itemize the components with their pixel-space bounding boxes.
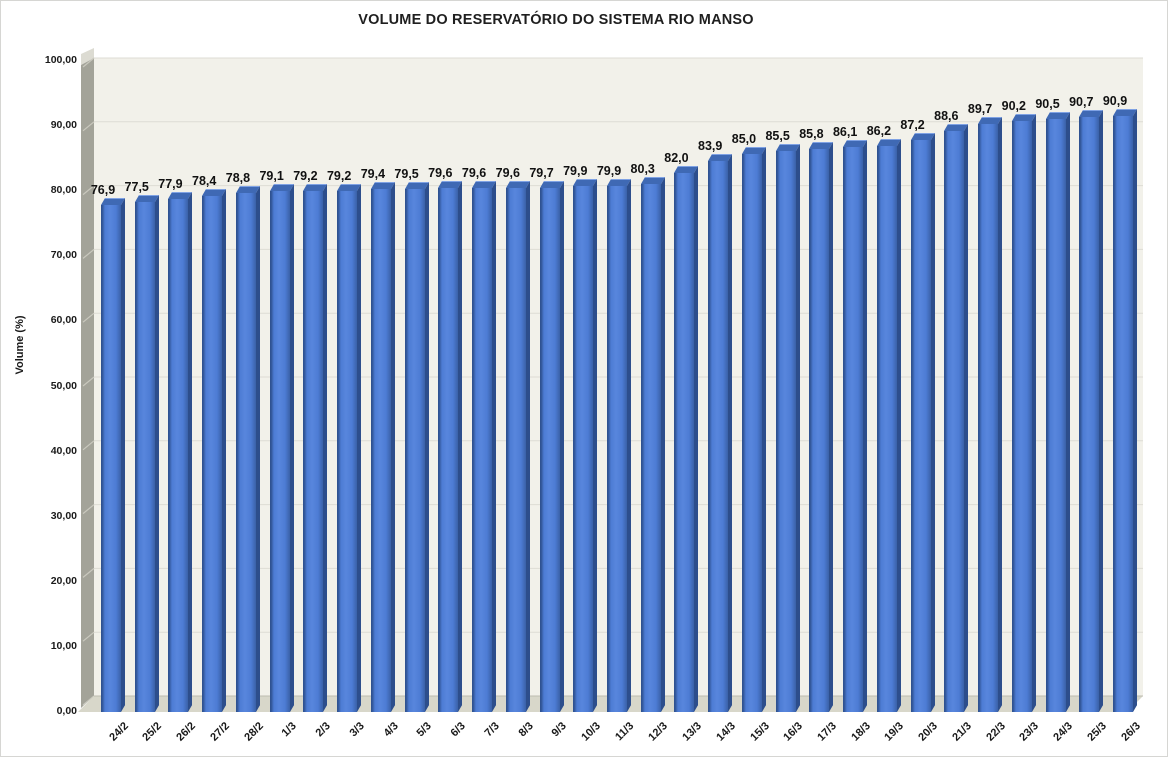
bar-column xyxy=(202,195,223,712)
bar-value-label: 77,5 xyxy=(124,179,149,194)
bar-value-label: 79,6 xyxy=(461,166,487,181)
bar-column xyxy=(101,205,121,712)
bar-column xyxy=(404,188,425,712)
wall-tick xyxy=(82,376,95,387)
bar-column xyxy=(876,146,897,712)
bar-value-label: 76,9 xyxy=(90,183,116,198)
wall-tick xyxy=(82,312,95,323)
wall-tick xyxy=(82,57,95,68)
bar-column xyxy=(472,188,493,712)
y-tick-label: 20,00 xyxy=(50,574,77,587)
bar-value-label: 79,9 xyxy=(563,164,588,179)
bar-value-label: 85,8 xyxy=(799,126,824,141)
bar-value-label: 78,8 xyxy=(225,171,251,186)
bar-value-label: 83,9 xyxy=(698,138,723,153)
wall-tick xyxy=(82,567,95,578)
bar-column xyxy=(775,150,796,712)
bar-column xyxy=(269,191,290,712)
y-tick-label: 0,00 xyxy=(56,705,77,717)
y-tick-label: 80,00 xyxy=(50,184,77,197)
bar-value-label: 87,2 xyxy=(900,117,925,132)
bar-value-label: 82,0 xyxy=(664,150,689,165)
bar-column xyxy=(674,172,695,712)
bar-value-label: 78,4 xyxy=(192,173,217,188)
y-tick-label: 100,00 xyxy=(44,54,77,66)
bar-value-label: 90,5 xyxy=(1035,96,1060,111)
bar-value-label: 79,4 xyxy=(360,167,386,182)
bar-value-label: 80,3 xyxy=(630,161,655,176)
bar-value-label: 89,7 xyxy=(967,101,993,116)
bar-column xyxy=(1011,120,1032,712)
y-tick-label: 70,00 xyxy=(50,249,77,262)
y-tick-label: 50,00 xyxy=(50,379,77,392)
bar-column xyxy=(607,186,627,712)
bar-column xyxy=(1113,116,1133,712)
bar-value-label: 88,6 xyxy=(934,108,959,123)
bar-column xyxy=(539,187,560,712)
bar-value-label: 86,2 xyxy=(866,124,892,139)
y-tick-label: 60,00 xyxy=(50,314,77,327)
bar-value-label: 79,2 xyxy=(326,168,352,183)
wall-tick xyxy=(82,504,95,515)
bar-column xyxy=(944,130,965,712)
bar-column xyxy=(303,190,324,712)
y-tick-label: 30,00 xyxy=(50,509,77,522)
bar-column xyxy=(741,153,762,712)
wall-tick xyxy=(82,185,95,196)
bar-value-label: 79,9 xyxy=(596,164,622,179)
bar-value-label: 79,7 xyxy=(529,165,554,180)
bar-column xyxy=(708,160,729,712)
bar-column xyxy=(843,146,864,712)
wall-tick xyxy=(82,631,95,642)
bar-column xyxy=(978,123,999,712)
bar-column xyxy=(573,186,594,712)
wall-tick xyxy=(82,695,95,706)
bar-value-label: 79,6 xyxy=(428,166,453,181)
bar-value-label: 90,2 xyxy=(1001,98,1026,113)
bar-column xyxy=(1045,118,1066,712)
bar-value-label: 79,1 xyxy=(259,169,284,184)
bar-column xyxy=(134,201,155,712)
bar-value-label: 77,9 xyxy=(158,176,183,191)
bar-column xyxy=(337,190,358,712)
bar-value-label: 85,5 xyxy=(765,128,790,143)
bar-column xyxy=(370,189,391,712)
bar-column xyxy=(235,193,256,712)
bar-column xyxy=(809,148,830,712)
bar-value-label: 90,7 xyxy=(1069,95,1094,110)
bar-column xyxy=(505,188,526,712)
wall-tick xyxy=(82,440,95,451)
bar-column xyxy=(168,198,189,712)
bar-value-label: 79,5 xyxy=(394,166,419,181)
bar-value-label: 85,0 xyxy=(731,131,757,146)
bar-column xyxy=(1079,117,1100,712)
bar-value-label: 86,1 xyxy=(832,124,858,139)
bar-value-label: 79,2 xyxy=(293,168,318,183)
bar-value-label: 79,6 xyxy=(495,166,520,181)
y-tick-label: 10,00 xyxy=(50,639,77,652)
bar-column xyxy=(640,183,661,712)
y-tick-label: 90,00 xyxy=(50,119,77,132)
bar-column xyxy=(910,139,931,712)
chart-title: VOLUME DO RESERVATÓRIO DO SISTEMA RIO MA… xyxy=(358,12,754,28)
side-wall-top-edge xyxy=(81,48,94,65)
wall-tick xyxy=(82,121,95,132)
bar-column xyxy=(438,188,459,712)
wall-tick xyxy=(82,248,95,259)
y-tick-label: 40,00 xyxy=(50,444,77,457)
bar-value-label: 90,9 xyxy=(1102,94,1128,109)
